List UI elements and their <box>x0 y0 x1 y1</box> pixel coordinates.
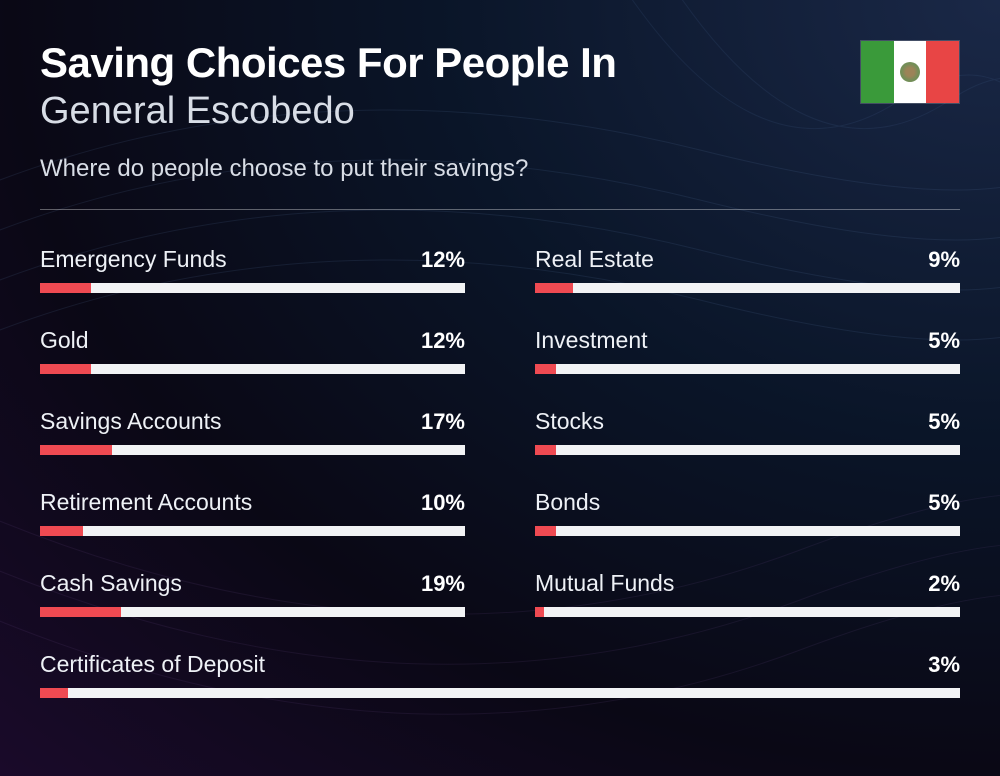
bar-track <box>40 364 465 374</box>
bar-item: Bonds 5% <box>535 489 960 536</box>
subtitle: Where do people choose to put their savi… <box>40 155 960 183</box>
bar-label: Stocks <box>535 408 604 435</box>
bar-list: Emergency Funds 12% Real Estate 9% Gold 12% In… <box>40 246 960 698</box>
bar-track <box>535 445 960 455</box>
bar-label-row: Stocks 5% <box>535 408 960 435</box>
bar-label-row: Savings Accounts 17% <box>40 408 465 435</box>
bar-item: Certificates of Deposit 3% <box>40 651 960 698</box>
bar-track <box>40 526 465 536</box>
bar-label: Cash Savings <box>40 570 182 597</box>
bar-item: Investment 5% <box>535 327 960 374</box>
bar-fill <box>40 364 91 374</box>
flag-emblem-icon <box>900 62 920 82</box>
bar-track <box>535 364 960 374</box>
bar-value: 12% <box>421 247 465 273</box>
bar-label-row: Real Estate 9% <box>535 246 960 273</box>
bar-label-row: Bonds 5% <box>535 489 960 516</box>
bar-item: Cash Savings 19% <box>40 570 465 617</box>
bar-label: Retirement Accounts <box>40 489 252 516</box>
bar-value: 3% <box>928 652 960 678</box>
flag-mexico-icon <box>860 40 960 104</box>
bar-fill <box>40 607 121 617</box>
title-bold: Saving Choices For People In <box>40 40 860 86</box>
bar-item: Gold 12% <box>40 327 465 374</box>
bar-label: Savings Accounts <box>40 408 222 435</box>
bar-label: Certificates of Deposit <box>40 651 265 678</box>
header: Saving Choices For People In General Esc… <box>40 40 960 210</box>
bar-value: 2% <box>928 571 960 597</box>
bar-fill <box>40 526 83 536</box>
bar-value: 12% <box>421 328 465 354</box>
bar-label-row: Mutual Funds 2% <box>535 570 960 597</box>
bar-item: Stocks 5% <box>535 408 960 455</box>
bar-value: 5% <box>928 490 960 516</box>
bar-item: Mutual Funds 2% <box>535 570 960 617</box>
bar-track <box>535 607 960 617</box>
bar-item: Real Estate 9% <box>535 246 960 293</box>
bar-fill <box>40 445 112 455</box>
bar-label: Investment <box>535 327 648 354</box>
bar-fill <box>535 364 556 374</box>
bar-track <box>40 445 465 455</box>
bar-item: Savings Accounts 17% <box>40 408 465 455</box>
bar-label: Emergency Funds <box>40 246 227 273</box>
bar-value: 17% <box>421 409 465 435</box>
bar-fill <box>535 607 544 617</box>
bar-label: Real Estate <box>535 246 654 273</box>
bar-item: Retirement Accounts 10% <box>40 489 465 536</box>
bar-track <box>40 283 465 293</box>
title-light: General Escobedo <box>40 90 860 133</box>
bar-label-row: Investment 5% <box>535 327 960 354</box>
bar-fill <box>535 283 573 293</box>
bar-value: 5% <box>928 409 960 435</box>
bar-track <box>535 283 960 293</box>
bar-track <box>40 607 465 617</box>
bar-fill <box>40 688 68 698</box>
bar-fill <box>40 283 91 293</box>
bar-value: 9% <box>928 247 960 273</box>
bar-label-row: Retirement Accounts 10% <box>40 489 465 516</box>
bar-fill <box>535 526 556 536</box>
bar-value: 5% <box>928 328 960 354</box>
divider <box>40 209 960 210</box>
bar-track <box>535 526 960 536</box>
flag-stripe-green <box>861 41 894 103</box>
bar-value: 19% <box>421 571 465 597</box>
bar-label: Gold <box>40 327 89 354</box>
bar-label: Mutual Funds <box>535 570 674 597</box>
bar-track <box>40 688 960 698</box>
bar-fill <box>535 445 556 455</box>
bar-label-row: Cash Savings 19% <box>40 570 465 597</box>
bar-label-row: Gold 12% <box>40 327 465 354</box>
bar-label-row: Emergency Funds 12% <box>40 246 465 273</box>
flag-stripe-red <box>926 41 959 103</box>
bar-label-row: Certificates of Deposit 3% <box>40 651 960 678</box>
bar-label: Bonds <box>535 489 600 516</box>
bar-value: 10% <box>421 490 465 516</box>
bar-item: Emergency Funds 12% <box>40 246 465 293</box>
